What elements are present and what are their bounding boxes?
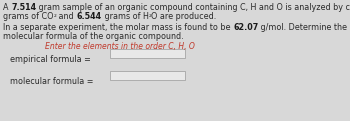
Text: grams of CO: grams of CO — [3, 12, 54, 21]
Text: gram sample of an organic compound containing C, H and O is analyzed by combusti: gram sample of an organic compound conta… — [36, 3, 350, 12]
FancyBboxPatch shape — [110, 71, 185, 80]
Text: ₂: ₂ — [148, 12, 151, 18]
Text: molecular formula of the organic compound.: molecular formula of the organic compoun… — [3, 32, 184, 41]
Text: 62.07: 62.07 — [233, 23, 258, 32]
FancyBboxPatch shape — [110, 49, 185, 58]
Text: grams of H: grams of H — [102, 12, 148, 21]
Text: 7.514: 7.514 — [11, 3, 36, 12]
Text: ₂: ₂ — [54, 12, 56, 18]
Text: g/mol. Determine the empirical formula and the: g/mol. Determine the empirical formula a… — [258, 23, 350, 32]
Text: molecular formula =: molecular formula = — [10, 77, 96, 86]
Text: In a separate experiment, the molar mass is found to be: In a separate experiment, the molar mass… — [3, 23, 233, 32]
Text: 6.544: 6.544 — [77, 12, 102, 21]
Text: O are produced.: O are produced. — [151, 12, 217, 21]
Text: Enter the elements in the order C, H, O: Enter the elements in the order C, H, O — [45, 42, 195, 51]
Text: A: A — [3, 3, 11, 12]
Text: and: and — [56, 12, 77, 21]
Text: empirical formula =: empirical formula = — [10, 55, 93, 64]
